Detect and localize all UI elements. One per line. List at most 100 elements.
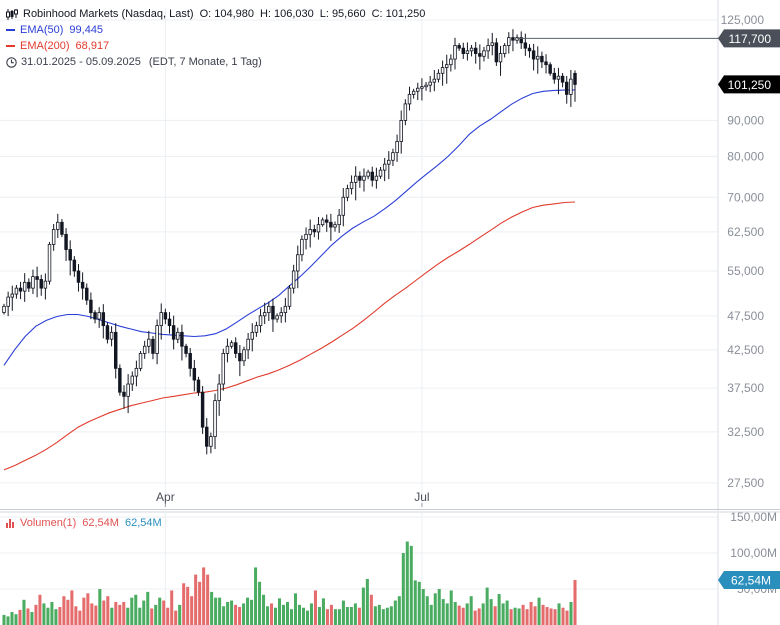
ema200-line [3, 201, 576, 471]
volume-bar [158, 597, 162, 625]
candle-body [440, 67, 445, 74]
candle-body [2, 305, 6, 313]
candle-body [304, 233, 308, 240]
price-tick-label: 27,500 [727, 476, 764, 490]
candle-body [498, 53, 503, 63]
volume-bar [190, 596, 194, 625]
candle-body [511, 37, 515, 41]
volume-bar [361, 587, 365, 625]
candle-body [122, 391, 126, 397]
volume-bar [417, 581, 421, 625]
ema200-label: EMA(200) [20, 40, 70, 52]
price-tick-label: 32,500 [727, 425, 764, 439]
volume-bar [509, 609, 513, 625]
candle-body [374, 175, 379, 181]
ema50-line [3, 89, 576, 366]
candle-body [233, 342, 238, 354]
candle-body [209, 436, 213, 447]
price-axis[interactable]: 27,500 32,500 37,500 42,500 47,500 55,000 62,5… [721, 13, 777, 596]
volume-bar [301, 607, 305, 625]
close-value: 101,250 [385, 8, 426, 20]
candle-body [403, 103, 408, 121]
volume-bar [90, 603, 94, 625]
volume-bar [513, 607, 517, 625]
candle-body [353, 175, 358, 183]
volume-bar [413, 580, 417, 625]
volume-bar [274, 607, 278, 625]
candle-body [279, 312, 283, 317]
candle-body [461, 47, 466, 54]
candle-body [238, 353, 242, 362]
last-price-label: 101,250 [728, 78, 772, 92]
volume-bar [118, 604, 122, 625]
candle-body [250, 331, 254, 340]
candle-body [296, 254, 300, 272]
volume-bar [557, 603, 561, 625]
volume-bar [6, 616, 10, 625]
volume-bar [405, 541, 409, 625]
volume-bar [182, 583, 186, 625]
ema200-value: 68,917 [75, 40, 110, 52]
price-tick-label: 37,500 [727, 381, 764, 395]
volume-bar [38, 594, 42, 625]
candle-body [22, 281, 27, 292]
volume-value-red: 62,54M [82, 517, 119, 529]
candle-body [478, 53, 482, 57]
candle-body [536, 55, 540, 60]
volume-bar [130, 597, 134, 625]
last-volume-badge [718, 570, 780, 589]
volume-bar [297, 604, 301, 625]
candle-body [329, 221, 333, 228]
candle-body [85, 287, 89, 301]
volume-bar [154, 604, 158, 625]
volume-bar [521, 604, 525, 625]
volume-bar [242, 603, 246, 625]
volume-bar [142, 600, 146, 625]
candlestick-series [2, 29, 577, 455]
candle-body [80, 281, 85, 289]
volume-bar [365, 578, 369, 625]
last-volume-label: 62,54M [731, 573, 771, 587]
volume-bar [321, 598, 325, 625]
candle-body [246, 338, 250, 351]
candle-body [486, 45, 490, 52]
chart-title: Robinhood Markets (Nasdaq, Last) [23, 8, 194, 20]
volume-bar [545, 607, 549, 625]
volume-bar [262, 594, 266, 625]
volume-bar [166, 607, 170, 625]
reference-price-badge [718, 29, 780, 48]
legend-ema200[interactable]: EMA(200) 68,917 [6, 38, 425, 54]
price-tick-label: 62,500 [727, 225, 764, 239]
volume-bar [86, 593, 90, 625]
volume-bar [381, 609, 385, 625]
volume-bar [22, 599, 26, 625]
candle-body [192, 367, 197, 381]
volume-bar [186, 586, 190, 625]
candle-body [565, 81, 569, 95]
candle-body [188, 353, 192, 369]
volume-bar [42, 603, 46, 625]
candle-body [163, 312, 168, 320]
volume-bar [250, 599, 254, 625]
volume-bar [481, 603, 485, 625]
legend-ema50[interactable]: EMA(50) 99,445 [6, 22, 425, 38]
volume-bar [46, 607, 50, 625]
candle-body [6, 296, 10, 307]
volume-bar [369, 594, 373, 625]
candle-body [308, 229, 312, 235]
candle-body [494, 42, 499, 63]
volume-bar [533, 606, 537, 625]
candle-body [126, 383, 130, 397]
candle-body [432, 78, 437, 83]
candle-body [552, 72, 557, 80]
volume-bar [254, 567, 258, 625]
candle-body [416, 87, 420, 92]
candle-body [267, 305, 271, 314]
candle-body [325, 219, 329, 223]
candle-body [490, 42, 494, 46]
volume-bar [469, 596, 473, 625]
volume-bar [30, 612, 34, 625]
volume-bar [517, 608, 521, 625]
time-axis[interactable]: Apr Jul [156, 490, 430, 507]
